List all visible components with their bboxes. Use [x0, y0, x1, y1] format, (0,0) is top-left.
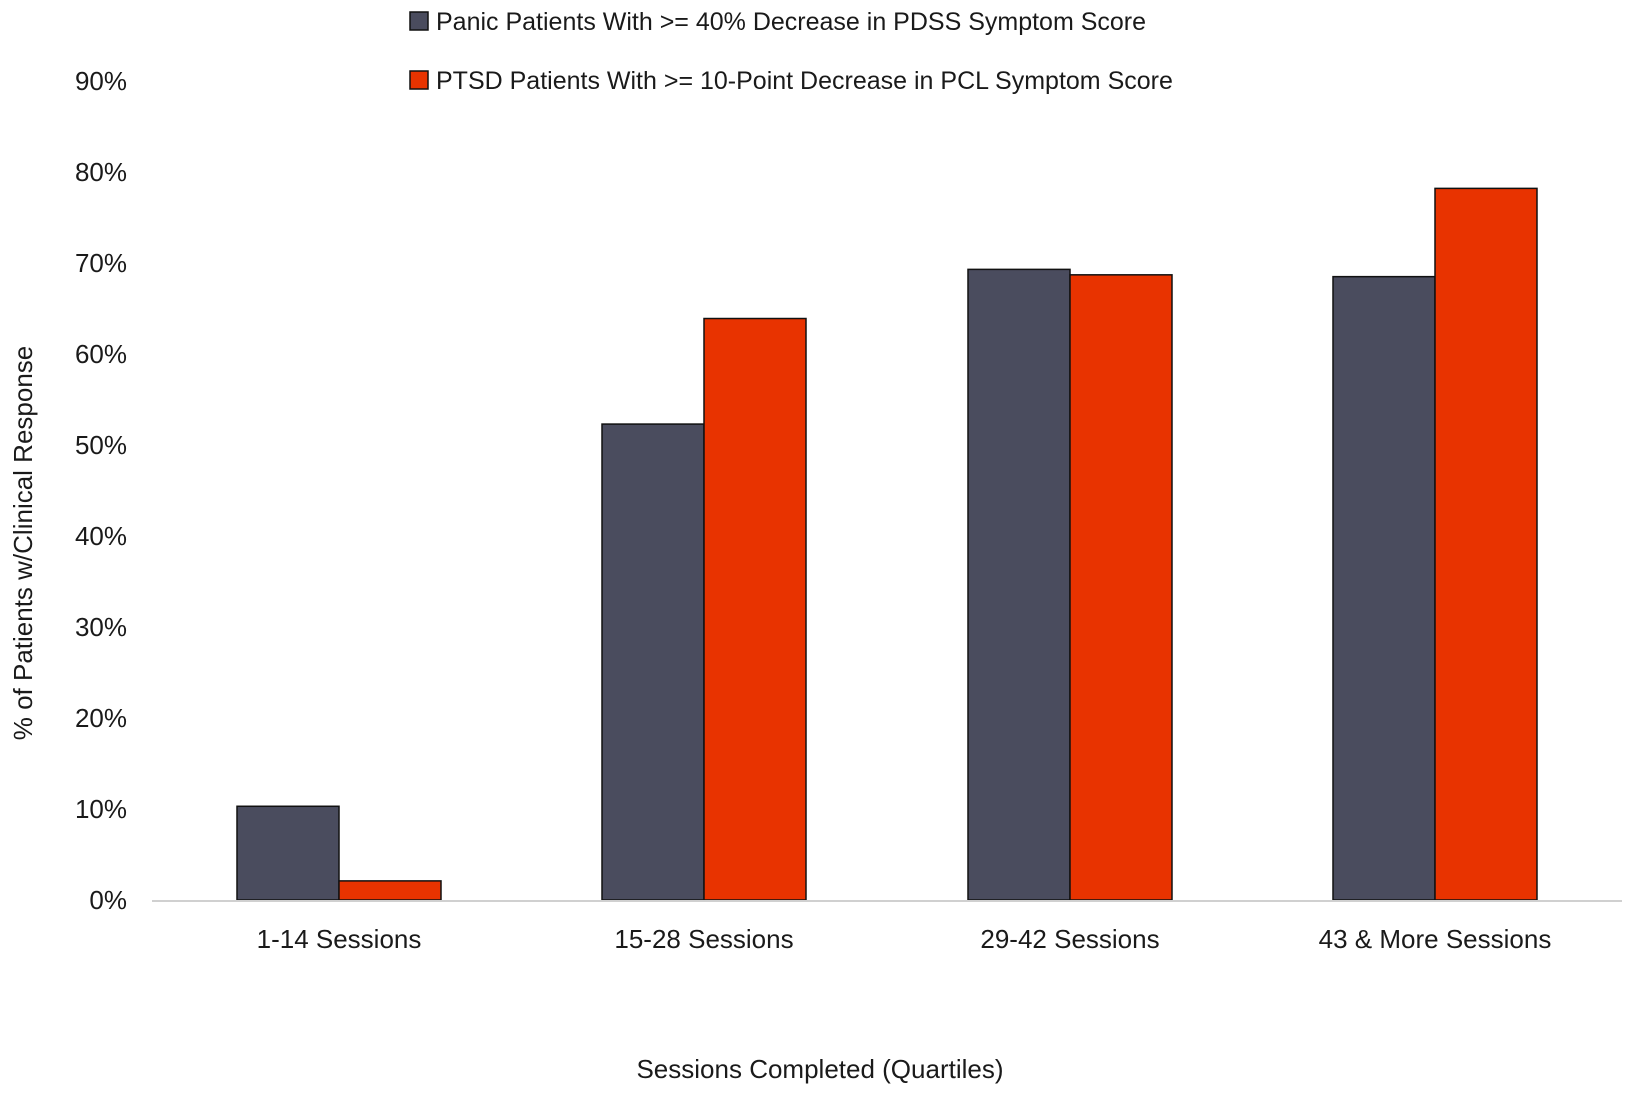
legend-swatch: [409, 11, 429, 31]
bar-ptsd: [338, 880, 442, 901]
bar-ptsd: [1434, 187, 1538, 901]
bar-panic: [236, 805, 340, 901]
y-tick-label: 60%: [75, 339, 127, 369]
x-category-label: 43 & More Sessions: [1319, 924, 1552, 954]
y-tick-label: 90%: [75, 66, 127, 96]
bar-panic: [601, 423, 705, 901]
bar-ptsd: [703, 317, 807, 901]
y-tick-label: 50%: [75, 430, 127, 460]
y-tick-label: 20%: [75, 703, 127, 733]
y-tick-label: 0%: [89, 885, 127, 915]
y-tick-label: 80%: [75, 157, 127, 187]
bar-panic: [1332, 275, 1436, 901]
legend-swatch: [409, 70, 429, 90]
x-axis-title: Sessions Completed (Quartiles): [636, 1054, 1003, 1084]
y-axis-ticks: 0% 10% 20% 30% 40% 50% 60% 70% 80% 90%: [75, 66, 127, 915]
x-category-label: 1-14 Sessions: [257, 924, 422, 954]
y-axis-title: % of Patients w/Clinical Response: [8, 346, 38, 741]
bars: [236, 187, 1538, 901]
y-tick-label: 10%: [75, 794, 127, 824]
x-axis-categories: 1-14 Sessions 15-28 Sessions 29-42 Session…: [257, 924, 1552, 954]
y-tick-label: 30%: [75, 612, 127, 642]
legend: Panic Patients With >= 40% Decrease in P…: [409, 8, 1173, 95]
y-tick-label: 70%: [75, 248, 127, 278]
y-tick-label: 40%: [75, 521, 127, 551]
x-category-label: 15-28 Sessions: [614, 924, 793, 954]
legend-label: Panic Patients With >= 40% Decrease in P…: [436, 8, 1146, 36]
legend-label: PTSD Patients With >= 10-Point Decrease …: [436, 67, 1173, 95]
bar-panic: [967, 268, 1071, 901]
x-category-label: 29-42 Sessions: [980, 924, 1159, 954]
bar-ptsd: [1069, 274, 1173, 901]
